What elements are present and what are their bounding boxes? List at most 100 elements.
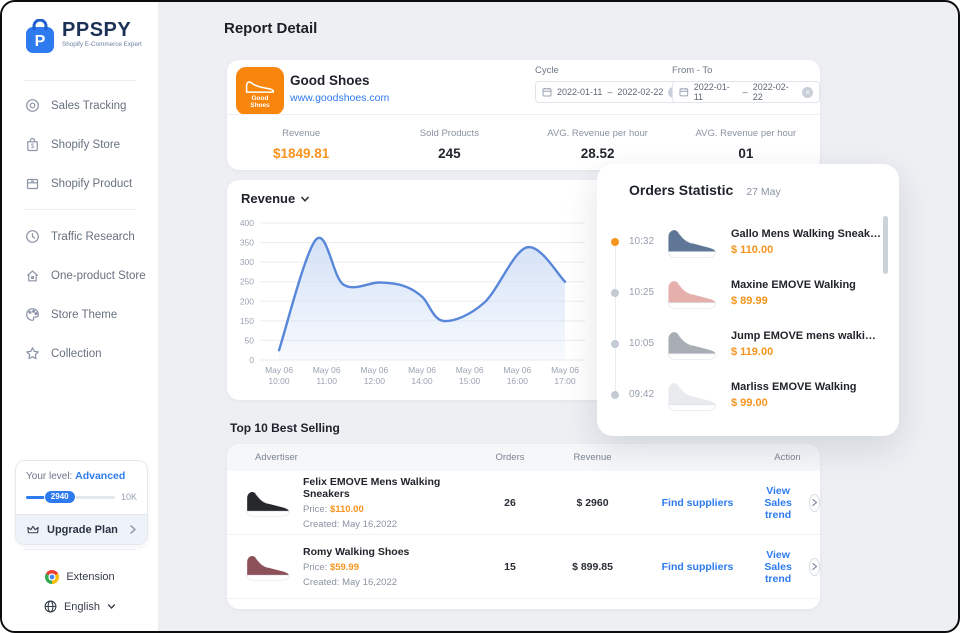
range-separator: – <box>607 87 613 97</box>
order-time: 10:32 <box>629 236 655 247</box>
stat-avg-revenue-hour-2: AVG. Revenue per hour 01 <box>672 120 820 170</box>
product-name: Romy Walking Shoes <box>303 545 410 558</box>
order-product-name: Marliss EMOVE Walking <box>731 380 857 393</box>
product-cell: Romy Walking Shoes Price: $59.99 Created… <box>227 546 475 588</box>
svg-text:200: 200 <box>240 296 254 306</box>
fromto-label: From - To <box>672 65 713 76</box>
order-item[interactable]: 10:25 Maxine EMOVE Walking $ 89.99 <box>597 267 899 318</box>
upgrade-plan-button[interactable]: Upgrade Plan <box>16 514 147 544</box>
cycle-date-range-picker[interactable]: 2022-01-11 – 2022-02-22 × <box>535 81 687 103</box>
product-box-icon <box>26 178 39 190</box>
svg-text:300: 300 <box>240 257 254 267</box>
stat-sold-products: Sold Products 245 <box>375 120 523 170</box>
order-time: 09:42 <box>629 389 655 400</box>
chrome-icon <box>45 570 60 584</box>
product-created: Created: May 16,2022 <box>303 518 398 530</box>
brand-bag-icon: P <box>26 19 54 53</box>
app-logo: P PPSPY Shopify E-Commerce Expert <box>24 19 142 55</box>
fromto-date-range-picker[interactable]: 2022-01-11 – 2022-02-22 × <box>672 81 820 103</box>
table-row: Felix EMOVE Mens Walking Sneakers Price:… <box>227 471 820 535</box>
sidebar-item-label: Collection <box>51 347 102 360</box>
order-time: 10:25 <box>629 287 655 298</box>
store-url-link[interactable]: www.goodshoes.com <box>290 92 390 104</box>
sidebar-item-traffic-research[interactable]: Traffic Research <box>2 217 158 256</box>
sidebar-item-collection[interactable]: Collection <box>2 334 158 373</box>
svg-text:15:00: 15:00 <box>459 376 481 386</box>
level-progress: 2940 10K <box>26 489 137 504</box>
expand-row-button[interactable] <box>809 493 820 512</box>
stat-label: Sold Products <box>419 128 479 139</box>
sidebar-item-shopify-store[interactable]: $ Shopify Store <box>2 125 158 164</box>
sidebar-item-sales-tracking[interactable]: Sales Tracking <box>2 86 158 125</box>
clear-icon[interactable]: × <box>802 86 813 98</box>
view-sales-trend-link[interactable]: View Sales trend <box>764 484 792 521</box>
store-logo: Good Shoes <box>236 67 284 115</box>
orders-panel-date: 27 May <box>746 186 781 198</box>
find-suppliers-link[interactable]: Find suppliers <box>661 560 734 573</box>
calendar-icon <box>679 87 689 97</box>
order-item[interactable]: 10:32 Gallo Mens Walking Sneakers... $ 1… <box>597 216 899 267</box>
svg-text:50: 50 <box>245 335 255 345</box>
product-name: Felix EMOVE Mens Walking Sneakers <box>303 475 441 500</box>
orders-count: 26 <box>504 496 516 509</box>
sidebar-item-store-theme[interactable]: Store Theme <box>2 295 158 334</box>
chevron-right-icon <box>812 498 818 507</box>
svg-text:12:00: 12:00 <box>364 376 386 386</box>
product-created: Created: May 16,2022 <box>303 576 398 588</box>
stat-value: 01 <box>738 146 754 161</box>
product-image <box>666 274 718 312</box>
fromto-end-date: 2022-02-22 <box>752 82 789 102</box>
table-row: Romy Walking Shoes Price: $59.99 Created… <box>227 535 820 599</box>
stat-avg-revenue-hour: AVG. Revenue per hour 28.52 <box>524 120 672 170</box>
level-label: Your level: Advanced <box>26 470 126 482</box>
order-product-price: $ 89.99 <box>731 294 768 307</box>
sidebar-item-shopify-product[interactable]: Shopify Product <box>2 164 158 203</box>
extension-label: Extension <box>66 571 115 583</box>
product-image <box>245 550 291 583</box>
sidebar: P PPSPY Shopify E-Commerce Expert Sales … <box>2 2 159 631</box>
col-revenue: Revenue <box>573 452 612 463</box>
extension-link[interactable]: Extension <box>2 570 158 584</box>
sidebar-item-label: Traffic Research <box>51 230 135 243</box>
house-icon <box>26 270 39 282</box>
chevron-down-icon <box>301 195 310 202</box>
sidebar-divider <box>24 80 136 81</box>
order-product-price: $ 119.00 <box>731 345 774 358</box>
scrollbar[interactable] <box>883 216 888 274</box>
stat-value: 245 <box>438 146 461 161</box>
revenue-value: $ 899.85 <box>572 560 613 573</box>
svg-text:350: 350 <box>240 238 254 248</box>
svg-text:May 06: May 06 <box>408 365 436 375</box>
col-action: Action <box>774 452 801 463</box>
sidebar-divider <box>24 549 136 550</box>
store-summary-card: Good Shoes Good Shoes www.goodshoes.com C… <box>227 60 820 170</box>
find-suppliers-link[interactable]: Find suppliers <box>661 496 734 509</box>
svg-text:May 06: May 06 <box>265 365 293 375</box>
revenue-value: $ 2960 <box>576 496 609 509</box>
sidebar-nav-primary: Sales Tracking $ Shopify Store Shopify P… <box>2 86 158 203</box>
fromto-start-date: 2022-01-11 <box>693 82 730 102</box>
order-item[interactable]: 10:05 Jump EMOVE mens walking s... $ 119… <box>597 318 899 369</box>
stat-label: AVG. Revenue per hour <box>547 128 648 139</box>
sidebar-item-one-product-store[interactable]: One-product Store <box>2 256 158 295</box>
col-advertiser: Advertiser <box>255 452 298 463</box>
page-title: Report Detail <box>224 20 318 37</box>
svg-text:$: $ <box>31 143 35 150</box>
order-item[interactable]: 09:42 Marliss EMOVE Walking $ 99.00 <box>597 369 899 420</box>
language-label: English <box>63 600 101 613</box>
timeline-dot <box>611 339 619 348</box>
order-product-price: $ 110.00 <box>731 243 774 256</box>
expand-row-button[interactable] <box>809 557 820 576</box>
app-tagline: Shopify E-Commerce Expert <box>62 41 142 48</box>
svg-text:16:00: 16:00 <box>507 376 529 386</box>
orders-count: 15 <box>504 560 516 573</box>
svg-text:May 06: May 06 <box>313 365 341 375</box>
upgrade-plan-label: Upgrade Plan <box>47 523 118 536</box>
view-sales-trend-link[interactable]: View Sales trend <box>764 548 792 585</box>
svg-text:May 06: May 06 <box>551 365 579 375</box>
user-level-card: Your level: Advanced 2940 10K Upgrade Pl… <box>15 460 148 545</box>
language-selector[interactable]: English <box>2 600 158 613</box>
order-product-name: Maxine EMOVE Walking <box>731 278 856 291</box>
chart-metric-dropdown[interactable]: Revenue <box>241 191 310 206</box>
calendar-icon <box>542 87 552 97</box>
